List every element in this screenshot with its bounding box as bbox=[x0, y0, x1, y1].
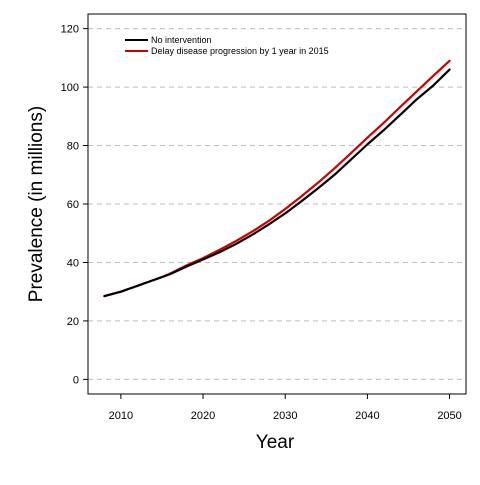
x-tick-label-2050: 2050 bbox=[437, 410, 461, 422]
series-lines bbox=[103, 59, 451, 298]
series-line-no-intervention bbox=[103, 68, 451, 298]
y-tick-label-80: 80 bbox=[67, 141, 79, 153]
y-tick-label-120: 120 bbox=[61, 24, 79, 36]
y-tick-label-40: 40 bbox=[67, 257, 79, 269]
y-tick-label-0: 0 bbox=[73, 374, 79, 386]
y-axis-title: Prevalence (in millions) bbox=[26, 106, 47, 302]
y-axis-ticks: 0 20 40 60 80 100 120 bbox=[61, 24, 88, 386]
legend: No intervention Delay disease progressio… bbox=[125, 35, 329, 56]
x-tick-label-2010: 2010 bbox=[109, 410, 133, 422]
grid-lines bbox=[88, 28, 466, 380]
y-tick-label-100: 100 bbox=[61, 82, 79, 94]
y-tick-label-60: 60 bbox=[67, 199, 79, 211]
x-tick-label-2040: 2040 bbox=[355, 410, 379, 422]
series-line-delay-progression bbox=[103, 59, 451, 298]
y-tick-label-20: 20 bbox=[67, 316, 79, 328]
legend-label-no-intervention: No intervention bbox=[151, 35, 212, 45]
x-axis-ticks: 2010 2020 2030 2040 2050 bbox=[109, 394, 462, 422]
x-tick-label-2030: 2030 bbox=[273, 410, 297, 422]
x-axis-title: Year bbox=[256, 432, 295, 453]
x-tick-label-2020: 2020 bbox=[191, 410, 215, 422]
legend-label-delay-progression: Delay disease progression by 1 year in 2… bbox=[151, 46, 329, 56]
